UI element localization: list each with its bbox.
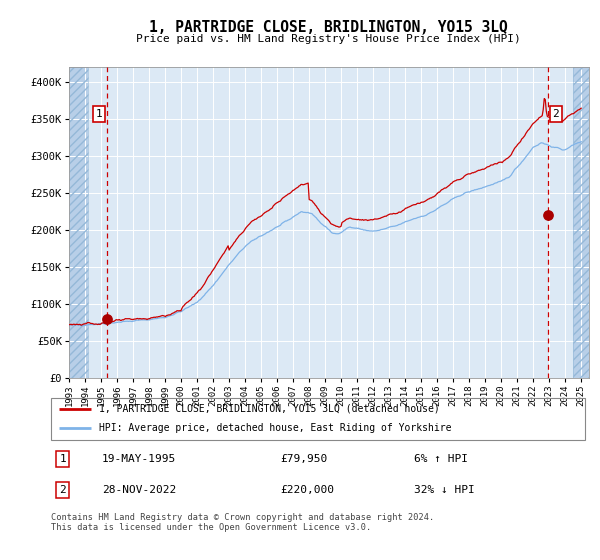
Text: 1: 1: [59, 454, 66, 464]
Bar: [69, 67, 88, 378]
Text: £79,950: £79,950: [281, 454, 328, 464]
Text: 6% ↑ HPI: 6% ↑ HPI: [414, 454, 468, 464]
Text: 1: 1: [95, 109, 103, 119]
Text: 2: 2: [553, 109, 559, 119]
Text: HPI: Average price, detached house, East Riding of Yorkshire: HPI: Average price, detached house, East…: [99, 423, 452, 433]
Text: 28-NOV-2022: 28-NOV-2022: [102, 485, 176, 495]
Text: Contains HM Land Registry data © Crown copyright and database right 2024.: Contains HM Land Registry data © Crown c…: [51, 513, 434, 522]
Bar: [69, 67, 88, 378]
Text: 19-MAY-1995: 19-MAY-1995: [102, 454, 176, 464]
Text: 2: 2: [59, 485, 66, 495]
Bar: [573, 67, 589, 378]
Text: This data is licensed under the Open Government Licence v3.0.: This data is licensed under the Open Gov…: [51, 523, 371, 532]
Text: £220,000: £220,000: [281, 485, 335, 495]
Point: [102, 314, 112, 323]
Text: Price paid vs. HM Land Registry's House Price Index (HPI): Price paid vs. HM Land Registry's House …: [136, 34, 521, 44]
Text: 1, PARTRIDGE CLOSE, BRIDLINGTON, YO15 3LQ: 1, PARTRIDGE CLOSE, BRIDLINGTON, YO15 3L…: [149, 20, 508, 35]
Point: [543, 211, 553, 220]
Bar: [573, 67, 589, 378]
Text: 32% ↓ HPI: 32% ↓ HPI: [414, 485, 475, 495]
Text: 1, PARTRIDGE CLOSE, BRIDLINGTON, YO15 3LQ (detached house): 1, PARTRIDGE CLOSE, BRIDLINGTON, YO15 3L…: [99, 404, 440, 414]
